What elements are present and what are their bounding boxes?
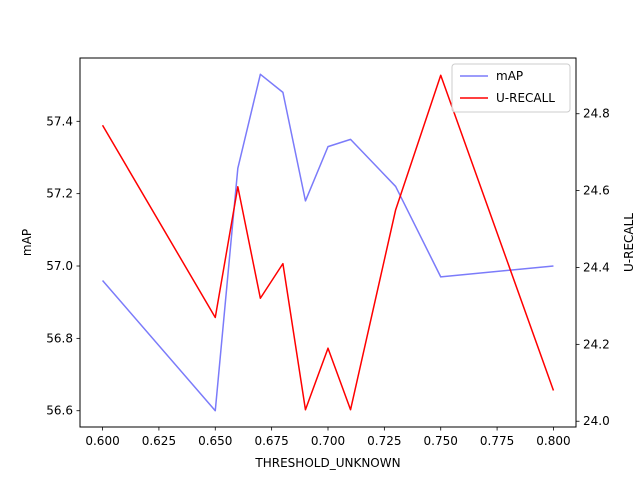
series-layer — [101, 73, 555, 412]
x-tick-label: 0.650 — [198, 434, 232, 448]
x-axis-ticks: 0.600 0.625 0.650 0.675 0.700 0.725 0.750 0.775… — [85, 427, 571, 448]
legend-label: U-RECALL — [496, 91, 555, 105]
x-tick-label: 0.700 — [311, 434, 345, 448]
plot-frame — [79, 57, 577, 428]
x-tick-label: 0.775 — [480, 434, 514, 448]
y-axis-right-label: U-RECALL — [622, 213, 636, 272]
x-tick-label: 0.725 — [367, 434, 401, 448]
x-tick-label: 0.625 — [142, 434, 176, 448]
y-left-tick-label: 57.4 — [46, 114, 73, 128]
y-left-tick-label: 56.6 — [46, 404, 73, 418]
y-axis-right-ticks: 24.0 24.2 24.4 24.6 24.8 — [576, 107, 610, 428]
series-line-u-recall — [101, 74, 555, 411]
x-tick-label: 0.675 — [254, 434, 288, 448]
series-line-map — [101, 73, 554, 412]
x-tick-label: 0.800 — [536, 434, 570, 448]
x-tick-label: 0.600 — [85, 434, 119, 448]
x-tick-label: 0.750 — [424, 434, 458, 448]
legend-label: mAP — [496, 69, 523, 83]
y-right-tick-label: 24.6 — [583, 184, 610, 198]
y-right-tick-label: 24.0 — [583, 414, 610, 428]
y-axis-left-label: mAP — [20, 229, 34, 256]
y-axis-left-ticks: 56.6 56.8 57.0 57.2 57.4 — [46, 114, 80, 418]
x-axis-label: THRESHOLD_UNKNOWN — [254, 456, 400, 470]
y-right-tick-label: 24.8 — [583, 107, 610, 121]
legend: mAP U-RECALL — [451, 63, 571, 113]
y-right-tick-label: 24.2 — [583, 337, 610, 351]
y-right-tick-label: 24.4 — [583, 260, 610, 274]
y-left-tick-label: 57.0 — [46, 259, 73, 273]
y-left-tick-label: 57.2 — [46, 187, 73, 201]
y-left-tick-label: 56.8 — [46, 331, 73, 345]
